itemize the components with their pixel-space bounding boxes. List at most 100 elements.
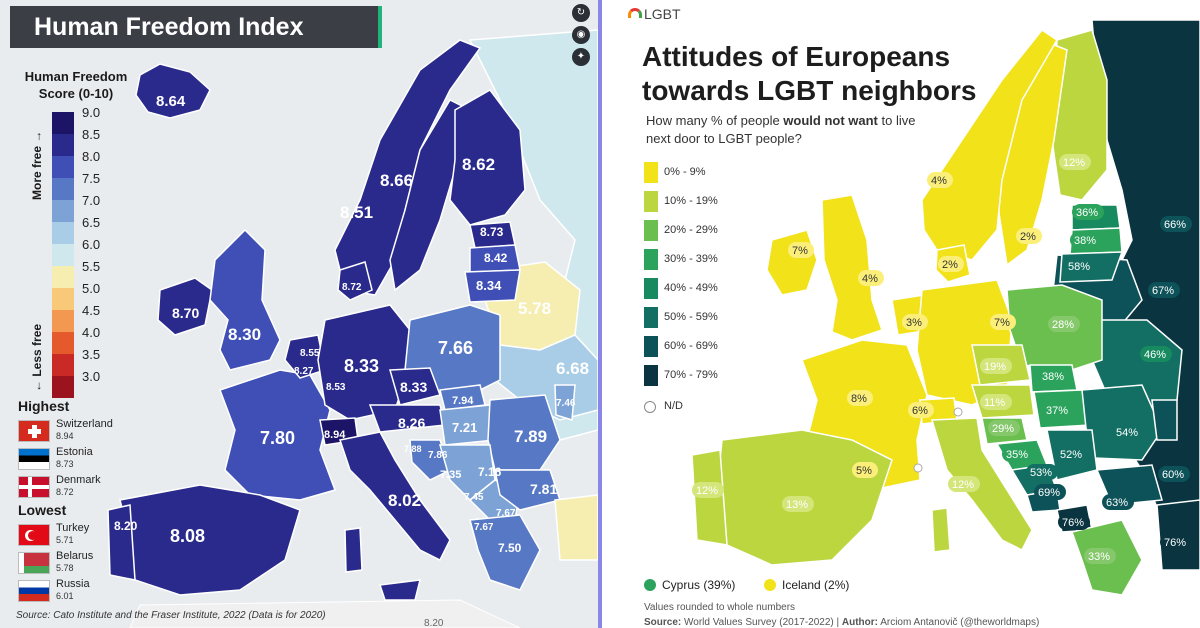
svg-text:12%: 12% <box>952 479 974 491</box>
map-label-spain: 13% <box>782 496 814 512</box>
highest-name: Estonia <box>56 446 93 458</box>
scale-swatch <box>644 307 658 328</box>
map-label-poland: 7.66 <box>438 338 473 358</box>
scale-swatch <box>644 249 658 270</box>
scale-swatch <box>52 244 74 266</box>
map-label-slovenia: 7.88 <box>404 444 422 454</box>
svg-text:38%: 38% <box>1074 235 1096 247</box>
svg-text:11%: 11% <box>984 397 1005 409</box>
svg-text:29%: 29% <box>992 423 1014 435</box>
map-label-sweden: 8.66 <box>380 171 413 190</box>
svg-text:4%: 4% <box>931 175 947 187</box>
scale-swatch <box>52 134 74 156</box>
scale-swatch <box>644 278 658 299</box>
map-bottom-label: 8.20 <box>424 618 444 628</box>
svg-text:3%: 3% <box>906 317 922 329</box>
map-label-sweden: 2% <box>1016 228 1042 244</box>
map-label-kosovo: 7.67 <box>474 522 494 533</box>
map-label-ukraine: 46% <box>1140 346 1172 362</box>
map-label-lithuania: 8.34 <box>476 278 502 293</box>
scale-swatch <box>644 365 658 386</box>
svg-text:35%: 35% <box>1006 449 1028 461</box>
map-label-iceland: 8.64 <box>156 93 186 110</box>
lgbt-map-labels: 4% 2% 12% 2% 36% 38% 58% 66% 67% 7% 4% 3… <box>692 154 1192 564</box>
freedom-map <box>107 29 598 628</box>
map-label-italy: 12% <box>948 476 980 492</box>
svg-text:13%: 13% <box>786 499 808 511</box>
scale-label: 70% - 79% <box>664 369 718 381</box>
svg-text:36%: 36% <box>1076 207 1098 219</box>
svg-text:2%: 2% <box>942 259 958 271</box>
source-caption: Source: Cato Institute and the Fraser In… <box>16 610 326 621</box>
map-label-hungary: 37% <box>1042 402 1074 418</box>
map-label-denmark: 2% <box>938 256 964 272</box>
scale-label: 4.5 <box>82 303 101 318</box>
scale-label: 6.0 <box>82 237 101 252</box>
map-label-portugal: 12% <box>692 482 724 498</box>
svg-text:60%: 60% <box>1162 469 1184 481</box>
map-label-ireland: 7% <box>788 242 814 258</box>
map-label-finland: 8.62 <box>462 155 495 174</box>
map-label-latvia: 38% <box>1070 232 1102 248</box>
scale-swatch <box>52 178 74 200</box>
highest-score: 8.72 <box>56 487 74 497</box>
scale-swatch <box>644 220 658 241</box>
page-title: Human Freedom Index <box>10 6 382 48</box>
svg-text:12%: 12% <box>1063 157 1085 169</box>
lowest-heading: Lowest <box>18 502 67 518</box>
estonia-flag-icon <box>18 448 50 470</box>
scale-swatch <box>52 288 74 310</box>
map-label-croatia: 35% <box>1002 446 1034 462</box>
chart-subtitle: How many % of people would not want to l… <box>646 113 916 146</box>
map-label-bosnia: 53% <box>1026 464 1058 480</box>
svg-text:63%: 63% <box>1106 497 1128 509</box>
svg-text:38%: 38% <box>1042 371 1064 383</box>
legend-title: Human Freedom Score (0-10) <box>24 69 128 101</box>
map-label-estonia: 8.73 <box>480 225 504 239</box>
svg-text:53%: 53% <box>1030 467 1052 479</box>
map-label-germany: 8.33 <box>344 356 379 376</box>
russia-flag-icon <box>18 580 50 602</box>
share-icon[interactable]: ↻ <box>572 4 590 22</box>
map-label-lithuania: 58% <box>1064 258 1096 274</box>
lowest-score: 5.71 <box>56 535 74 545</box>
svg-text:58%: 58% <box>1068 261 1090 273</box>
nd-legend-label: N/D <box>664 400 683 412</box>
svg-text:28%: 28% <box>1052 319 1074 331</box>
rainbow-icon <box>628 8 642 18</box>
lowest-score: 5.78 <box>56 563 74 573</box>
scale-swatch <box>52 156 74 178</box>
map-label-turkey: 76% <box>1160 534 1192 550</box>
map-label-switzerland: 8.94 <box>324 429 346 441</box>
scale-label: 8.5 <box>82 127 101 142</box>
scale-label: 7.5 <box>82 171 101 186</box>
map-label-germany: 7% <box>990 314 1016 330</box>
map-label-latvia: 8.42 <box>484 251 508 265</box>
twitter-icon[interactable]: ✦ <box>572 48 590 66</box>
scale-swatch <box>644 336 658 357</box>
turkey-flag-icon <box>18 524 50 546</box>
map-label-netherlands: 8.55 <box>300 348 320 359</box>
svg-text:7%: 7% <box>994 317 1010 329</box>
map-label-finland: 12% <box>1059 154 1091 170</box>
svg-text:33%: 33% <box>1088 551 1110 563</box>
highest-heading: Highest <box>18 398 70 414</box>
scale-swatch <box>52 354 74 376</box>
denmark-flag-icon <box>18 476 50 498</box>
highest-score: 8.94 <box>56 431 74 441</box>
scale-label: 5.0 <box>82 281 101 296</box>
instagram-icon[interactable]: ◉ <box>572 26 590 44</box>
map-label-serbia: 7.16 <box>478 465 502 479</box>
scale-swatch <box>52 376 74 398</box>
map-label-moldova: 60% <box>1158 466 1190 482</box>
map-label-russia: 6.68 <box>556 359 589 378</box>
scale-label: 50% - 59% <box>664 311 718 323</box>
scale-label: 10% - 19% <box>664 195 718 207</box>
svg-text:46%: 46% <box>1144 349 1166 361</box>
map-label-belgium: 8.27 <box>294 366 314 377</box>
scale-label: 5.5 <box>82 259 101 274</box>
cyprus-dot-icon <box>644 579 656 591</box>
scale-label: 3.5 <box>82 347 101 362</box>
map-label-poland: 28% <box>1048 316 1080 332</box>
scale-swatch <box>52 222 74 244</box>
